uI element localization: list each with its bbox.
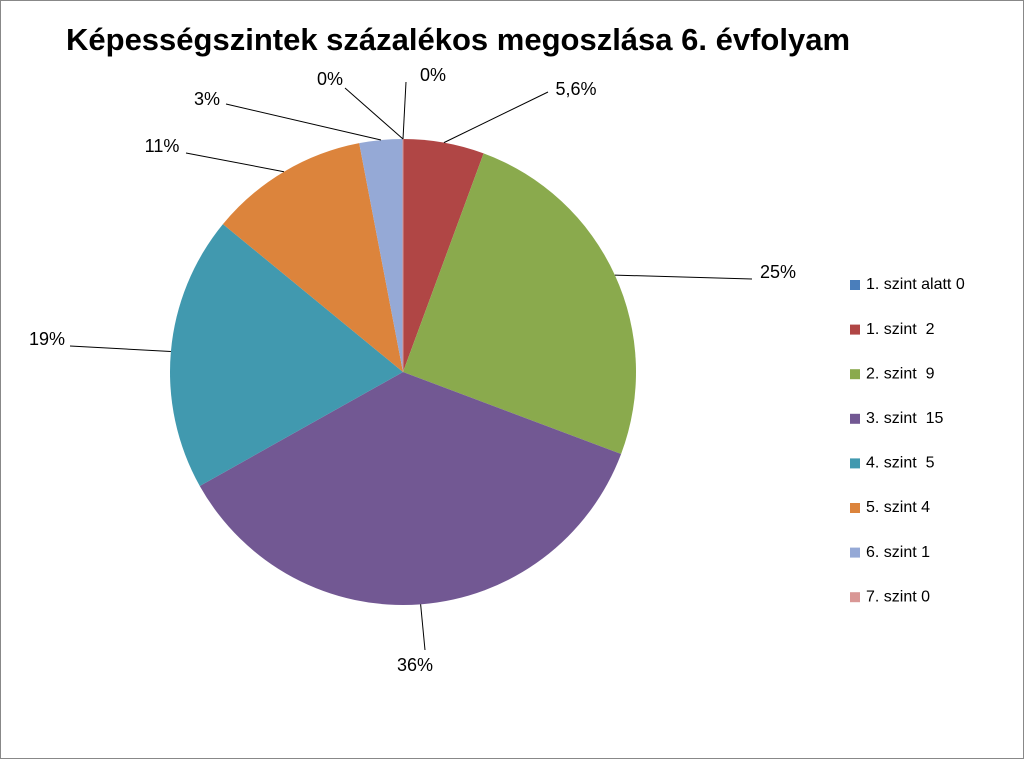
data-label: 19% — [29, 329, 65, 349]
legend-label: 7. szint 0 — [866, 588, 930, 605]
leader-line — [69, 345, 171, 352]
data-label: 0% — [317, 69, 343, 89]
data-label: 36% — [397, 655, 433, 675]
legend-swatch — [850, 413, 860, 424]
pie-slice — [403, 139, 484, 372]
legend-swatch — [850, 324, 860, 335]
legend-swatch — [850, 503, 860, 513]
pie-slice — [170, 224, 403, 486]
legend-swatch — [850, 369, 860, 380]
legend-label: 1. szint alatt 0 — [866, 276, 965, 293]
data-label: 11% — [145, 136, 180, 156]
leader-line — [420, 604, 426, 651]
legend-label: 2. szint 9 — [866, 365, 935, 382]
legend-swatch — [850, 280, 860, 290]
legend-swatch — [850, 458, 860, 469]
pie-slice — [199, 372, 622, 606]
data-label: 0% — [420, 65, 446, 85]
data-label: 25% — [760, 262, 796, 282]
leader-line — [443, 91, 549, 144]
legend-label: 5. szint 4 — [866, 499, 930, 516]
leader-line — [614, 274, 753, 280]
leader-line — [402, 81, 407, 140]
data-label: 5,6% — [555, 79, 596, 99]
legend-label: 3. szint 15 — [866, 410, 943, 427]
legend-swatch — [850, 547, 860, 558]
legend-label: 6. szint 1 — [866, 544, 930, 561]
leader-line — [225, 103, 382, 141]
leader-line — [344, 87, 404, 140]
legend-swatch — [850, 592, 860, 603]
data-label: 3% — [194, 89, 220, 109]
pie-slice — [222, 143, 403, 372]
pie-slice — [403, 153, 636, 454]
legend-label: 4. szint 5 — [866, 455, 935, 472]
pie-slice — [359, 139, 403, 372]
leader-line — [185, 152, 285, 173]
legend-label: 1. szint 2 — [866, 321, 935, 338]
chart-title: Képességszintek százalékos megoszlása 6.… — [66, 22, 850, 57]
